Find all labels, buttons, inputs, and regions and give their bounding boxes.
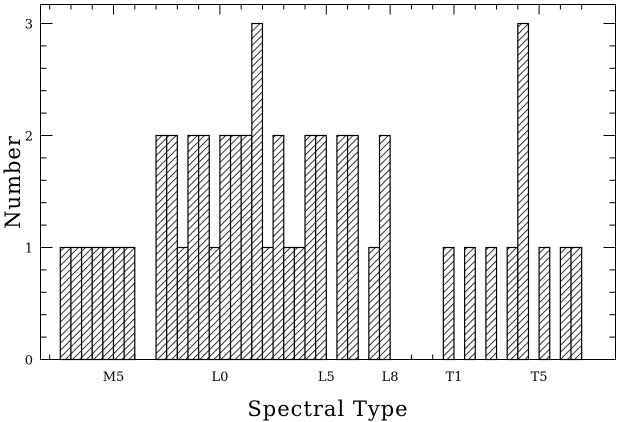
histogram-bar-15 [219, 134, 232, 361]
x-tick-label: M5 [103, 370, 125, 385]
histogram-bar-4 [102, 246, 115, 361]
histogram-bar-26 [336, 134, 349, 361]
histogram-bar-24 [315, 134, 327, 361]
x-tick-label: T5 [531, 370, 548, 385]
histogram-bar-36 [442, 246, 455, 361]
x-tick-label: L5 [318, 370, 335, 385]
y-tick-label: 3 [25, 18, 33, 33]
y-tick-label: 0 [25, 354, 33, 369]
x-ticks: M5 L0 L5 L8 T1 T5 [49, 4, 583, 385]
histogram-bar-3 [91, 246, 104, 361]
histogram-bar-18 [251, 22, 264, 361]
histogram-bar-6 [123, 246, 136, 361]
histogram-bar-48 [570, 246, 583, 361]
histogram-bar-45 [538, 246, 551, 361]
histogram-bar-30 [378, 134, 391, 361]
histogram-bar-19 [261, 246, 274, 361]
histogram-bar-17 [240, 134, 253, 361]
plot-frame [40, 4, 616, 360]
histogram-bar-10 [166, 134, 178, 361]
x-tick-label: L8 [382, 370, 399, 385]
y-tick-label: 1 [25, 242, 33, 257]
x-tick-label: T1 [446, 370, 463, 385]
histogram-bar-40 [485, 246, 498, 361]
histogram-bar-22 [293, 246, 306, 361]
histogram-bar-43 [517, 22, 530, 361]
histogram-bar-2 [80, 246, 93, 361]
histogram-bar-11 [176, 246, 189, 361]
histogram-bar-38 [464, 246, 476, 361]
y-ticks: 0 1 2 3 [25, 18, 616, 369]
histogram-bar-0 [59, 246, 72, 361]
x-axis-title: Spectral Type [247, 397, 408, 421]
y-axis-title: Number [1, 135, 25, 229]
bar-group [59, 22, 583, 361]
histogram-bar-20 [272, 134, 285, 361]
y-tick-label: 2 [25, 130, 33, 145]
histogram-bar-16 [229, 134, 242, 361]
histogram-bar-23 [304, 134, 317, 361]
histogram-bar-27 [346, 134, 359, 361]
histogram-bar-13 [198, 134, 210, 361]
x-tick-label: L0 [211, 370, 228, 385]
histogram-bar-21 [283, 246, 295, 361]
histogram-bar-42 [506, 246, 519, 361]
histogram-bar-9 [155, 134, 168, 361]
histogram-bar-1 [70, 246, 83, 361]
histogram-bar-47 [559, 246, 572, 361]
histogram-bar-12 [187, 134, 200, 361]
histogram-bar-29 [368, 246, 381, 361]
histogram-bar-14 [208, 246, 221, 361]
histogram-bar-5 [112, 246, 125, 361]
